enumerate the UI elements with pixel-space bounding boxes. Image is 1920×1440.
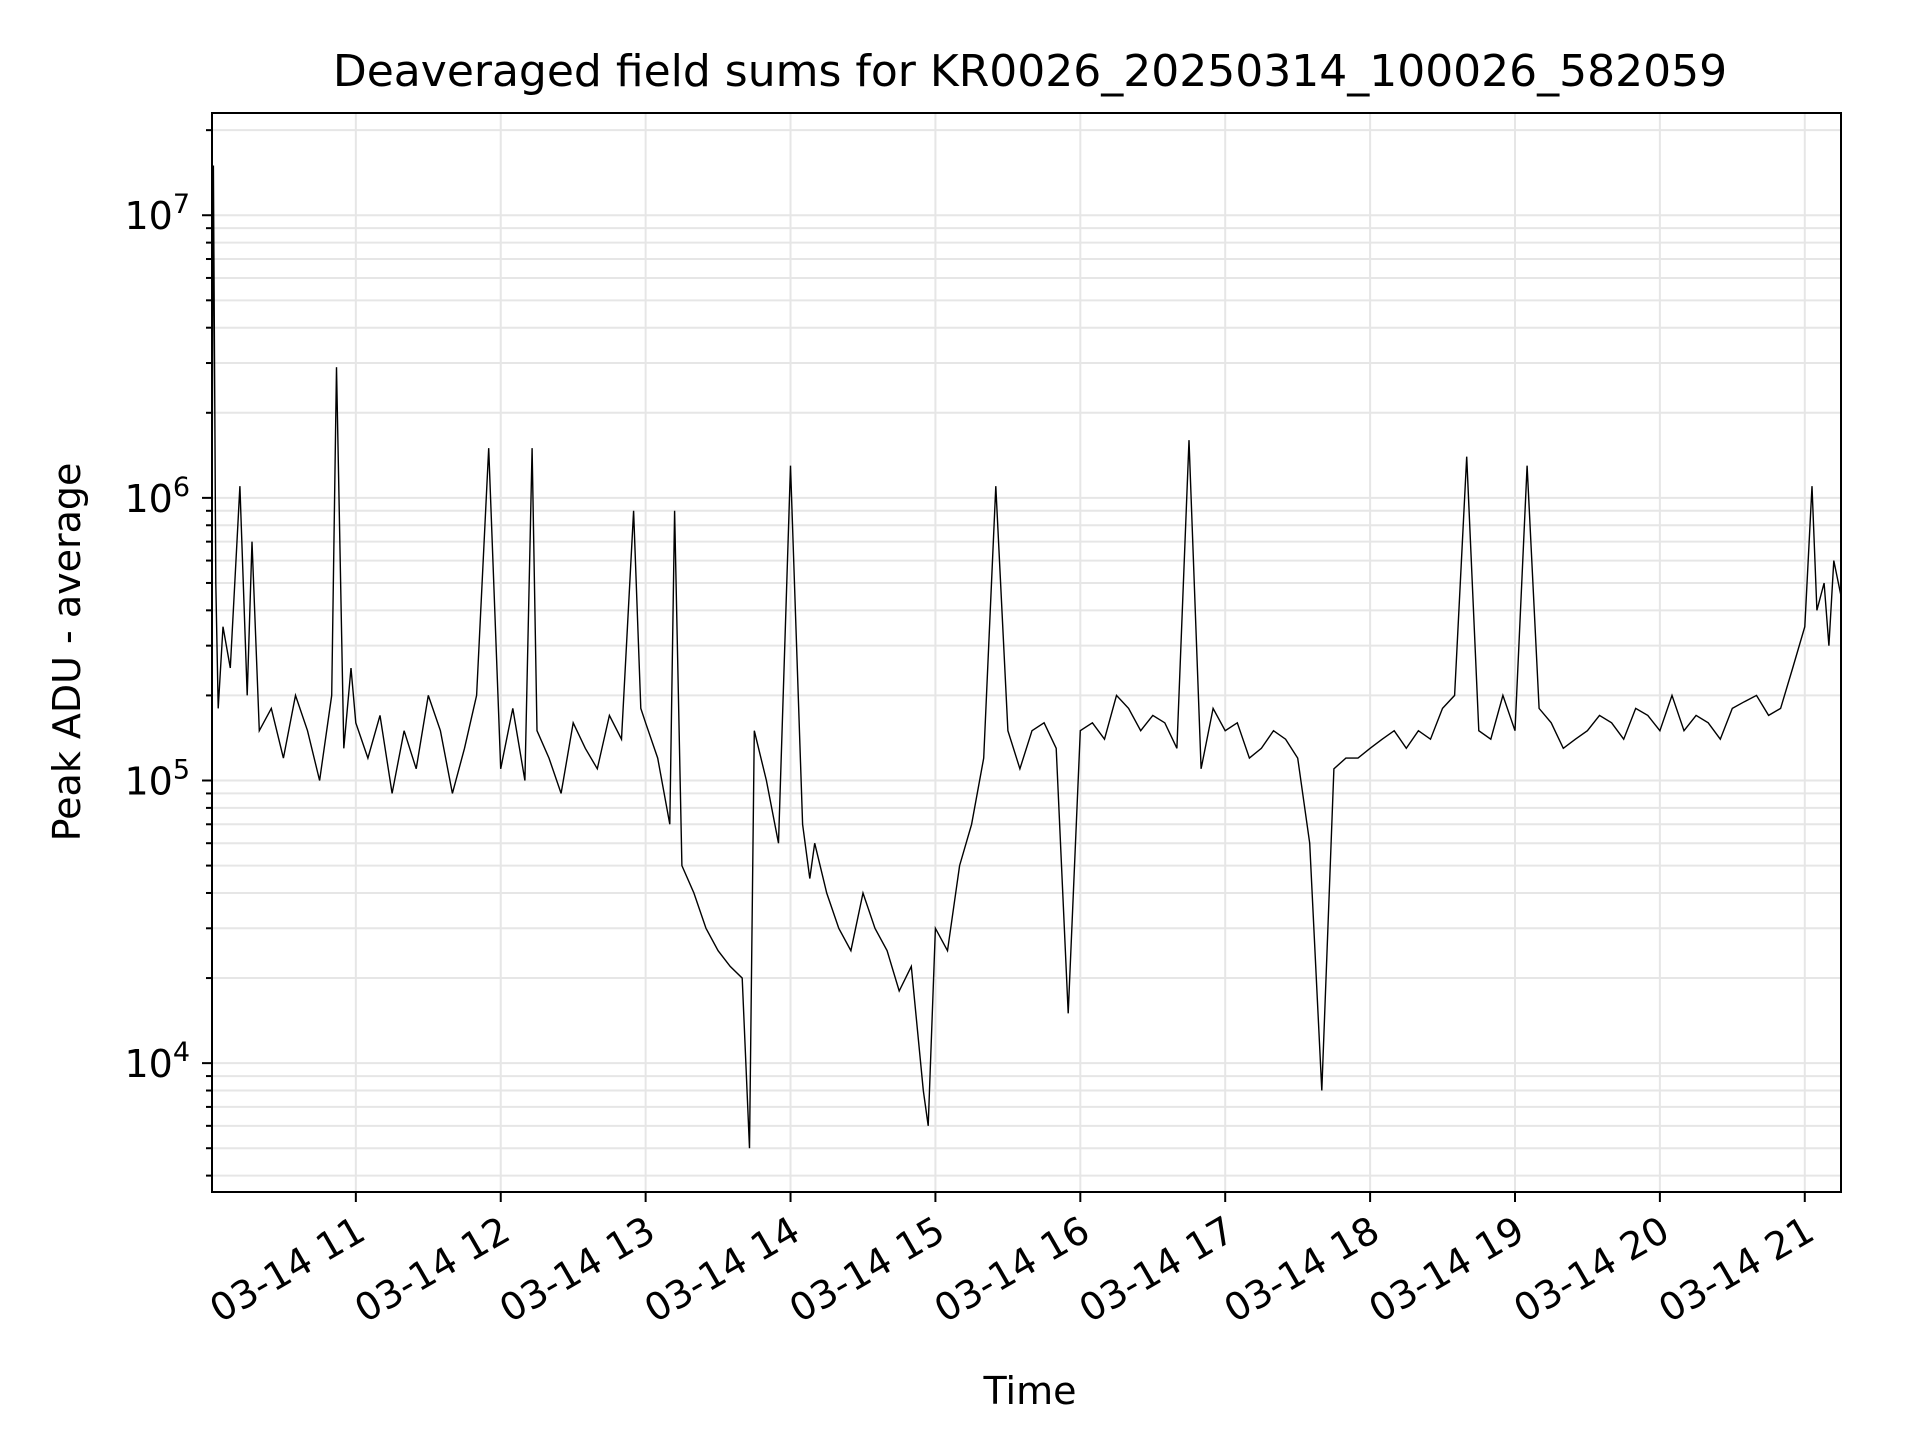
x-tick-label: 03-14 18 bbox=[1217, 1208, 1387, 1332]
x-tick-label: 03-14 21 bbox=[1651, 1208, 1821, 1332]
x-tick-label: 03-14 14 bbox=[637, 1208, 807, 1332]
y-tick-label: 106 bbox=[124, 472, 190, 521]
series-layer bbox=[211, 165, 1842, 1149]
plot-frame bbox=[211, 112, 1842, 1193]
chart-title: Deaveraged field sums for KR0026_2025031… bbox=[333, 46, 1727, 97]
series-line bbox=[211, 165, 1842, 1149]
x-tick-label: 03-14 12 bbox=[347, 1208, 517, 1332]
y-tick-label: 105 bbox=[124, 755, 190, 804]
x-tick-label: 03-14 17 bbox=[1072, 1208, 1242, 1332]
y-axis-label: Peak ADU - average bbox=[45, 463, 89, 842]
x-tick-label: 03-14 16 bbox=[927, 1208, 1097, 1332]
x-tick-label: 03-14 20 bbox=[1506, 1208, 1676, 1332]
y-tick-label: 104 bbox=[124, 1037, 190, 1086]
x-tick-label: 03-14 19 bbox=[1362, 1208, 1532, 1332]
y-tick-label: 107 bbox=[124, 189, 190, 238]
grid bbox=[212, 113, 1841, 1192]
x-tick-label: 03-14 15 bbox=[782, 1208, 952, 1332]
x-tick-label: 03-14 13 bbox=[492, 1208, 662, 1332]
x-axis-label: Time bbox=[983, 1369, 1077, 1413]
y-axis-ticks: 104 105 106 107 bbox=[124, 129, 212, 1177]
x-tick-label: 03-14 11 bbox=[202, 1208, 372, 1332]
